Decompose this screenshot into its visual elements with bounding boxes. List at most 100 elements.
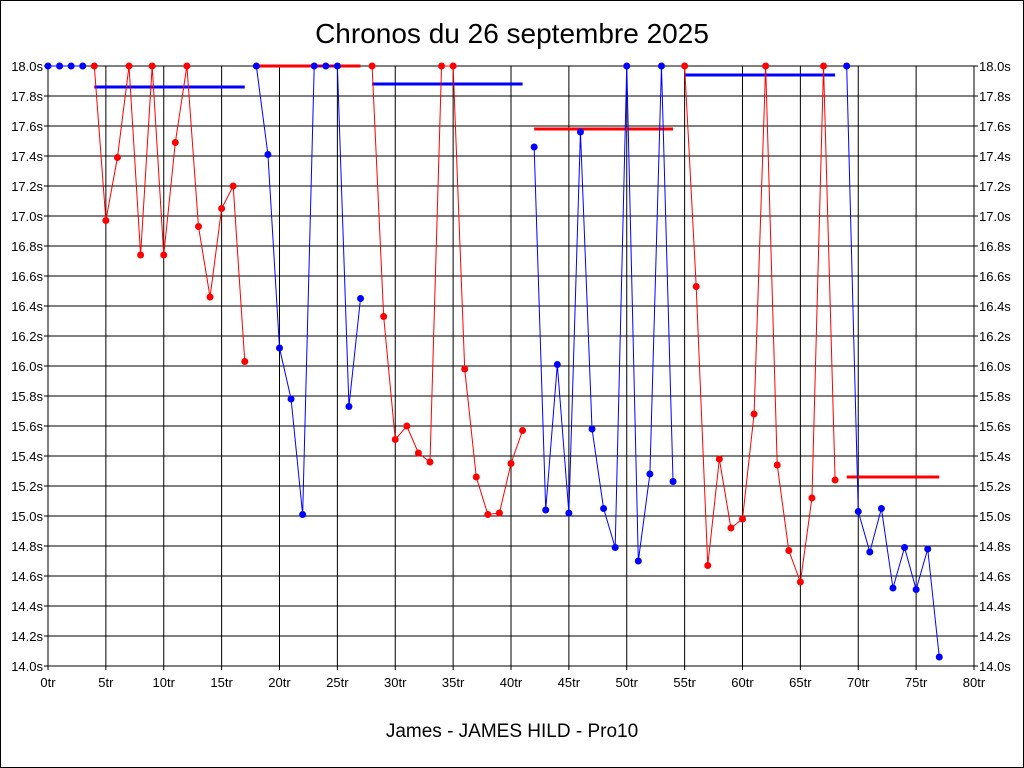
grid [44,65,978,670]
lap-point [403,422,411,430]
y-tick-label-right: 14.4s [979,599,1011,614]
y-tick-label-right: 15.0s [979,509,1011,524]
y-tick-label-right: 16.2s [979,329,1011,344]
lap-point [843,62,851,70]
lap-point [276,344,283,352]
lap-point [44,62,52,70]
lap-point [102,217,110,224]
lap-point [438,62,446,70]
x-tick-label: 10tr [153,675,176,690]
lap-point [449,62,457,70]
lap-point [924,545,932,553]
lap-point [125,62,133,70]
y-tick-label: 15.4s [11,449,43,464]
lap-series-line [684,65,836,583]
lap-point [657,62,665,70]
chart-footer: James - JAMES HILD - Pro10 [385,721,639,742]
y-tick-label: 16.2s [11,329,43,344]
x-tick-label: 65tr [789,675,812,690]
x-tick-label: 25tr [326,675,349,690]
lap-series [44,62,943,661]
lap-series-line [255,65,362,515]
lap-point [79,62,87,70]
x-tick-label: 55tr [673,675,696,690]
lap-point [588,425,596,433]
y-tick-label: 14.8s [11,539,43,554]
x-tick-labels: 0tr 5tr 10tr 15tr 20tr 25tr 30tr 35tr 40tr 45tr 50… [40,675,985,690]
lap-point [727,524,735,532]
y-tick-label: 14.0s [11,659,43,674]
y-tick-label: 17.2s [11,179,43,194]
lap-point [739,515,746,523]
y-tick-label: 18.0s [11,59,43,74]
y-tick-label-right: 16.4s [979,299,1011,314]
chart-title: Chronos du 26 septembre 2025 [315,18,709,49]
y-tick-label-right: 18.0s [979,59,1011,74]
lap-point [866,548,874,556]
y-tick-label-right: 17.6s [979,119,1011,134]
lap-point [808,494,816,502]
lap-point [681,62,689,70]
y-tick-label-right: 14.6s [979,569,1011,584]
lap-point [611,544,619,551]
lap-point [634,557,642,565]
x-tick-label: 20tr [268,675,291,690]
lap-point [241,358,249,365]
lap-point [762,62,770,70]
y-tick-label-right: 17.4s [979,149,1011,164]
lap-series-line [533,65,674,562]
y-tick-label-right: 15.2s [979,479,1011,494]
x-tick-label: 60tr [731,675,754,690]
lap-point [646,470,654,478]
lap-point [183,62,191,70]
y-tick-label: 14.4s [11,599,43,614]
x-tick-label: 5tr [98,675,114,690]
x-tick-label: 50tr [616,675,639,690]
lap-point [380,313,388,320]
lap-point [820,62,828,70]
y-tick-label-right: 15.4s [979,449,1011,464]
lap-point [461,365,469,373]
lap-point [90,62,98,70]
lap-point [368,62,376,70]
lap-point [171,139,179,146]
lap-series-line [371,65,524,516]
lap-point [206,293,214,301]
lap-point [576,128,584,136]
x-tick-label: 15tr [210,675,233,690]
lap-point [530,143,538,151]
y-tick-label: 17.6s [11,119,43,134]
lap-point [600,505,608,512]
lap-point [935,653,943,661]
y-tick-label-right: 14.2s [979,629,1011,644]
y-tick-label: 15.2s [11,479,43,494]
lap-point [495,509,503,517]
lap-point [67,62,75,70]
lap-point [889,584,897,592]
x-tick-label: 35tr [442,675,465,690]
y-tick-label-right: 15.6s [979,419,1011,434]
lap-point [854,508,862,515]
lap-point [912,586,920,593]
lap-point [322,62,330,70]
lap-point [56,62,64,70]
lap-point [160,251,168,259]
lap-point [310,62,318,70]
y-tick-label: 17.4s [11,149,43,164]
lap-point [345,403,353,410]
x-tick-label: 45tr [558,675,581,690]
y-tick-label: 15.0s [11,509,43,524]
lap-point [299,511,307,518]
y-tick-label: 17.0s [11,209,43,224]
lap-point [472,473,480,481]
y-tick-label: 14.6s [11,569,43,584]
lap-point [542,506,550,514]
y-tick-label: 16.8s [11,239,43,254]
y-tick-label: 15.8s [11,389,43,404]
y-tick-label-right: 17.8s [979,89,1011,104]
x-tick-label: 0tr [40,675,56,690]
lap-series-line [846,65,940,658]
lap-point [333,62,341,70]
lap-point [507,460,515,467]
